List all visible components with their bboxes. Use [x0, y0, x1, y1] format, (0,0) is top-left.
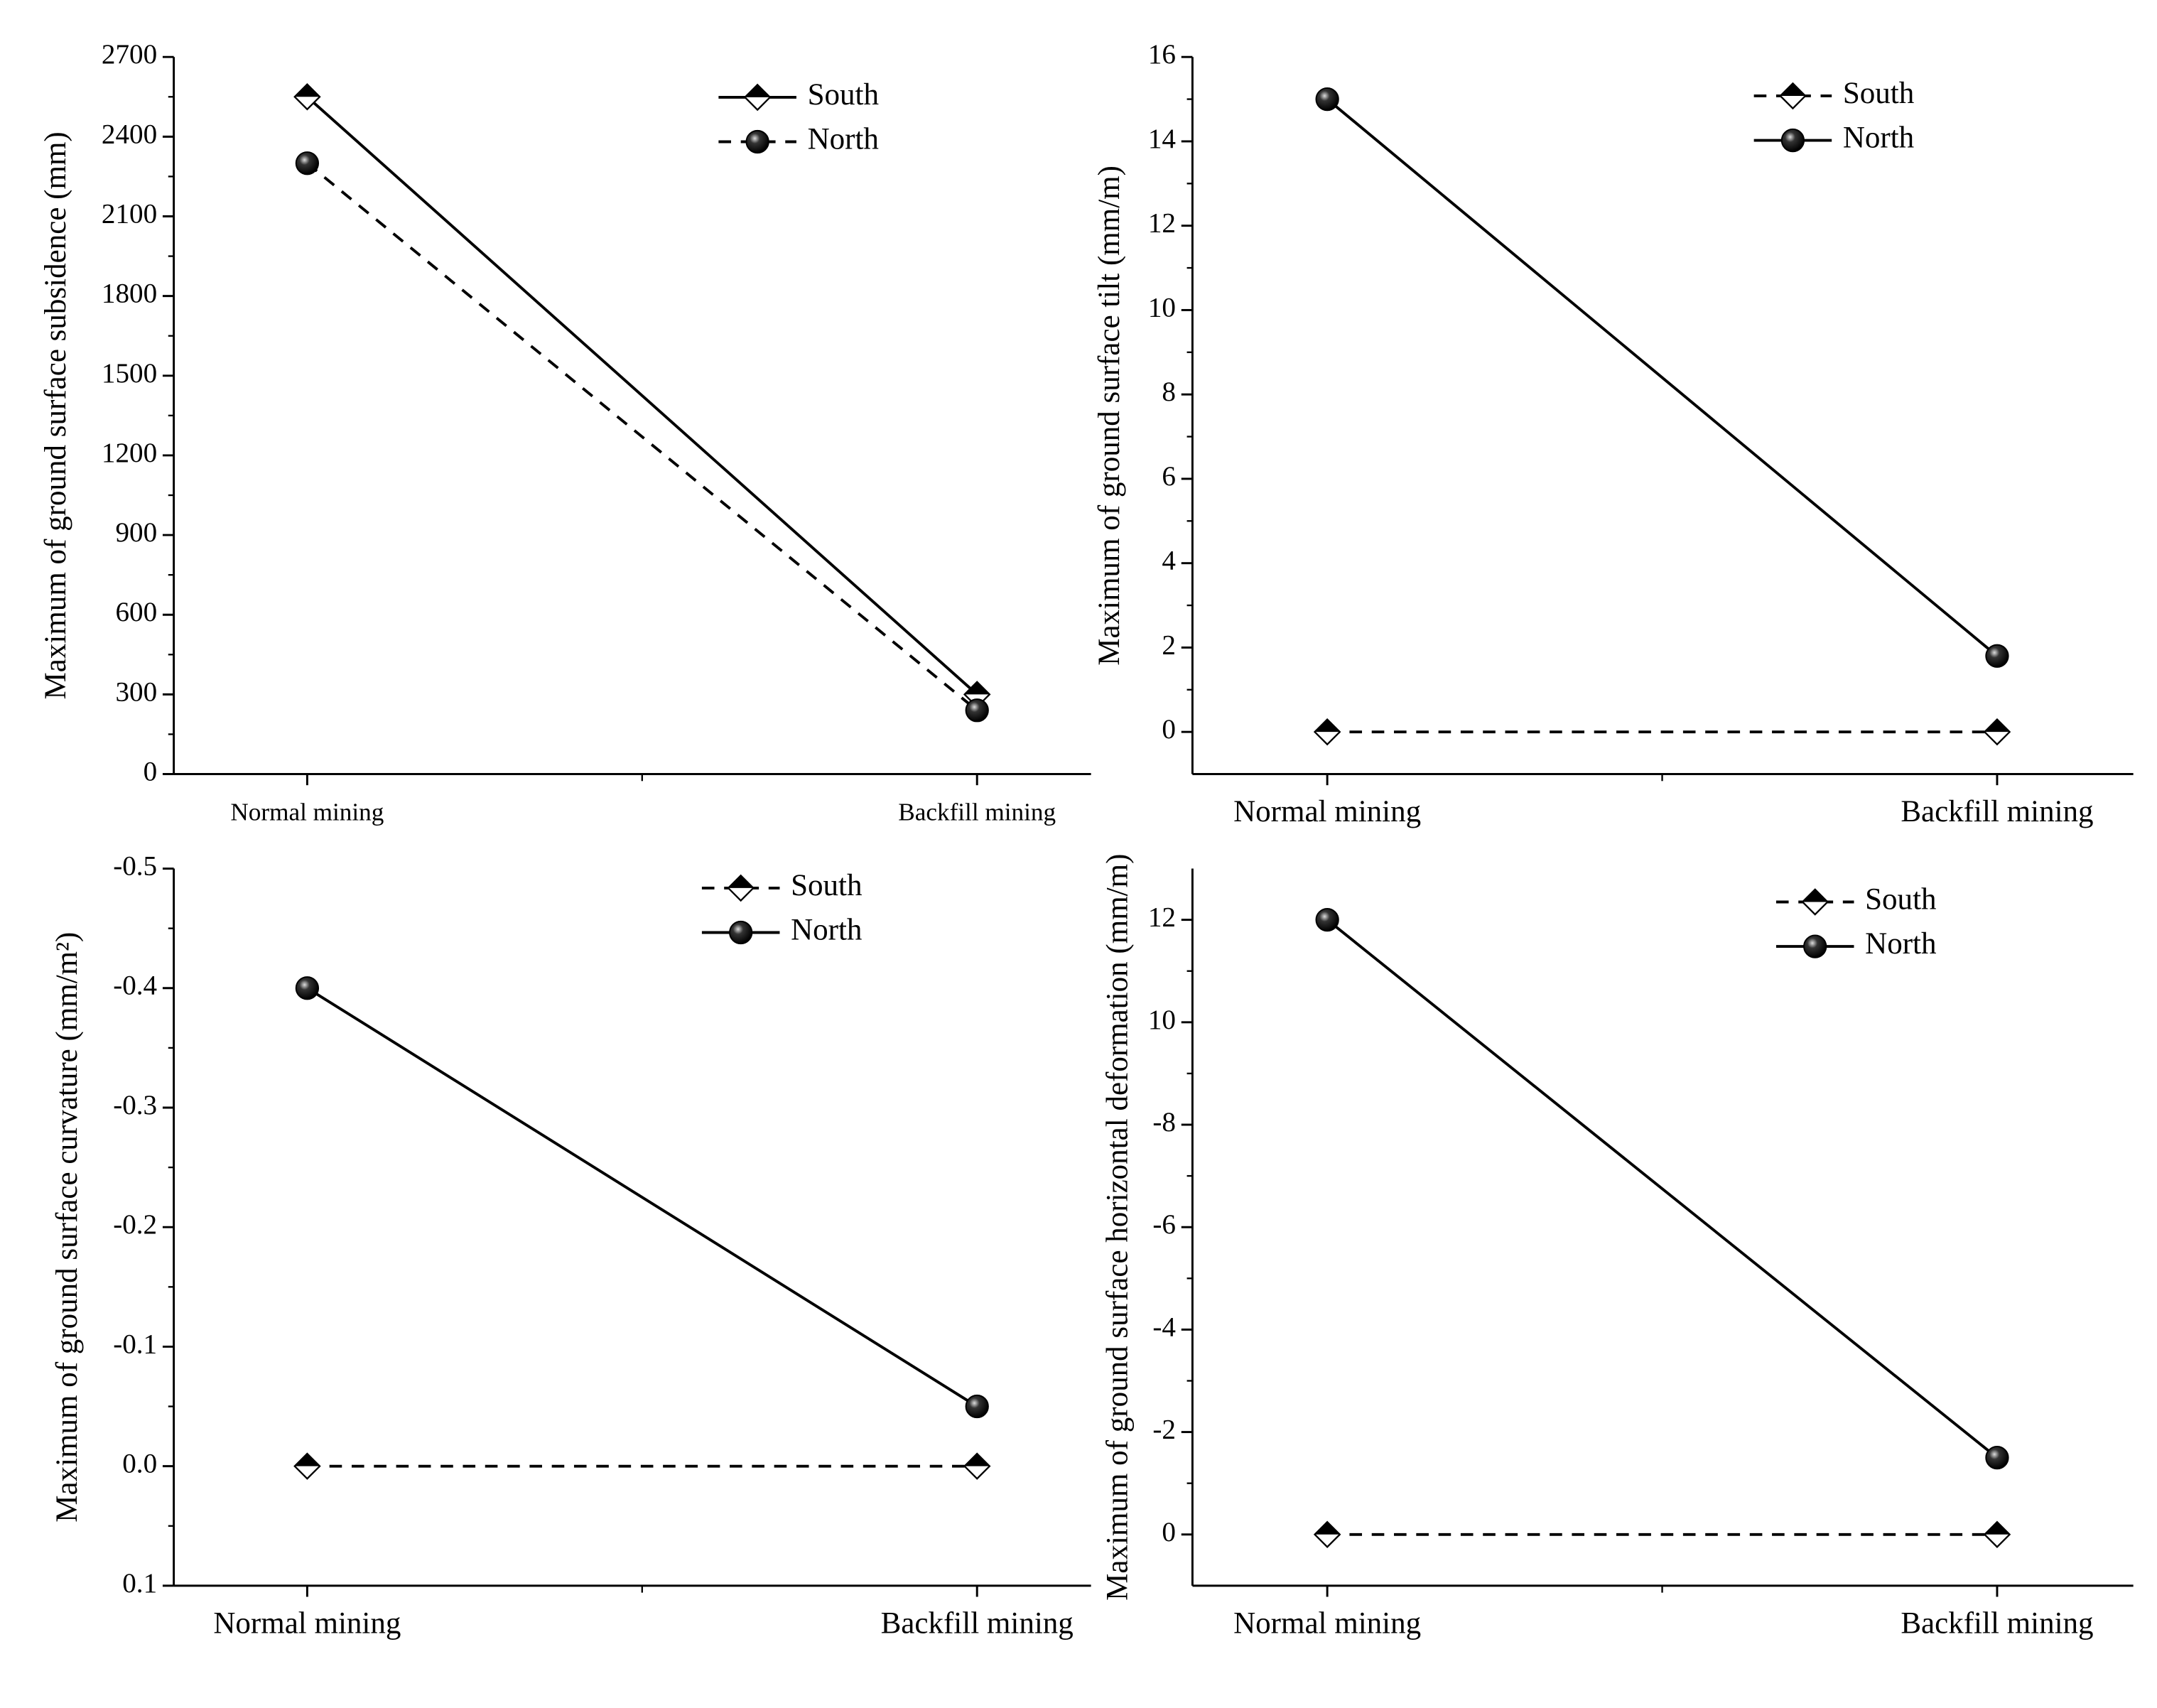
marker-half [1984, 1522, 2010, 1535]
series-line [306, 95, 978, 696]
legend-label: North [1843, 121, 1914, 154]
legend-label: North [791, 913, 862, 946]
marker-half [1984, 719, 2010, 733]
y-tick-label: 0 [1162, 714, 1176, 745]
marker-half [1314, 1522, 1340, 1535]
y-tick-label: -2 [1152, 1415, 1176, 1445]
y-tick-label: 1800 [102, 279, 157, 309]
y-tick-label: 2 [1162, 629, 1176, 660]
x-tick-label: Normal mining [1233, 1606, 1421, 1640]
data-point [965, 1394, 989, 1419]
legend-marker [729, 920, 753, 945]
data-point [1313, 1520, 1341, 1549]
data-point [963, 1452, 991, 1480]
y-axis-label: Maximum of ground surface horizontal def… [1101, 854, 1135, 1601]
data-point [1985, 1446, 2009, 1470]
marker-half [964, 681, 990, 695]
y-tick-label: 14 [1148, 124, 1176, 154]
y-tick-label: -0.1 [113, 1329, 157, 1359]
y-tick-label: 0.0 [122, 1449, 157, 1479]
x-tick-label: Normal mining [1233, 795, 1421, 828]
marker-half [745, 85, 770, 97]
x-tick-label: Backfill mining [1901, 795, 2093, 828]
series-line [1326, 919, 1999, 1459]
series-line [306, 987, 978, 1408]
y-tick-label: 10 [1148, 1005, 1176, 1035]
y-tick-label: -0.4 [113, 971, 157, 1001]
x-tick-label: Backfill mining [881, 1606, 1074, 1640]
marker-half [294, 84, 320, 97]
legend-label: South [1865, 882, 1936, 916]
x-tick-label: Backfill mining [898, 798, 1056, 826]
y-tick-label: 12 [1148, 902, 1176, 933]
marker-half [1802, 889, 1828, 902]
y-tick-label: -4 [1152, 1312, 1176, 1342]
series-line [306, 162, 978, 712]
y-axis-label: Maximum of ground surface tilt (mm/m) [1093, 166, 1126, 666]
y-tick-label: 300 [115, 676, 157, 707]
data-point [1985, 644, 2009, 668]
y-tick-label: 600 [115, 597, 157, 627]
y-tick-label: -6 [1152, 1209, 1176, 1240]
y-tick-label: 900 [115, 517, 157, 548]
y-tick-label: 0 [144, 757, 158, 787]
y-axis-label: Maximum of ground surface subsidence (mm… [39, 131, 72, 699]
y-tick-label: 10 [1148, 292, 1176, 323]
y-tick-label: 1200 [102, 438, 157, 468]
x-tick-label: Normal mining [230, 798, 384, 826]
data-point [295, 151, 320, 175]
y-tick-label: 8 [1162, 377, 1176, 407]
marker-half [964, 1454, 990, 1466]
legend-marker [745, 129, 769, 154]
y-axis-label: Maximum of ground surface curvature (mm/… [50, 932, 84, 1523]
y-tick-label: 6 [1162, 461, 1176, 492]
data-point [293, 83, 321, 111]
data-point [1313, 718, 1341, 746]
y-tick-label: 4 [1162, 546, 1176, 576]
marker-half [1314, 719, 1340, 733]
marker-half [1780, 83, 1806, 96]
y-tick-label: -0.5 [113, 851, 157, 882]
x-tick-label: Backfill mining [1901, 1606, 2093, 1640]
data-point [1983, 718, 2011, 746]
series-line [1326, 98, 1999, 657]
legend-label: South [791, 869, 862, 902]
marker-half [294, 1454, 320, 1466]
data-point [965, 698, 989, 723]
y-tick-label: 0.1 [122, 1568, 157, 1599]
x-tick-label: Normal mining [213, 1606, 401, 1640]
data-point [293, 1452, 321, 1480]
legend-label: North [808, 122, 879, 156]
legend-marker [743, 83, 772, 112]
legend-marker [1780, 128, 1805, 153]
legend-marker [1779, 82, 1807, 110]
y-tick-label: 2100 [102, 198, 157, 229]
y-tick-label: 2400 [102, 119, 157, 149]
y-tick-label: 12 [1148, 208, 1176, 239]
y-tick-label: 16 [1148, 39, 1176, 70]
legend-label: South [1843, 77, 1914, 110]
y-tick-label: -0.2 [113, 1209, 157, 1240]
legend-marker [1801, 888, 1829, 916]
marker-half [728, 875, 754, 888]
y-tick-label: -0.3 [113, 1090, 157, 1120]
y-tick-label: 0 [1162, 1517, 1176, 1547]
legend-marker [727, 874, 755, 902]
y-tick-label: 2700 [102, 39, 157, 70]
y-tick-label: -8 [1152, 1107, 1176, 1137]
data-point [1983, 1520, 2011, 1549]
legend-marker [1803, 934, 1827, 958]
data-point [1315, 87, 1339, 112]
legend-label: North [1865, 927, 1936, 961]
legend-label: South [808, 78, 879, 112]
data-point [1315, 908, 1339, 932]
data-point [295, 976, 320, 1000]
y-tick-label: 1500 [102, 358, 157, 389]
